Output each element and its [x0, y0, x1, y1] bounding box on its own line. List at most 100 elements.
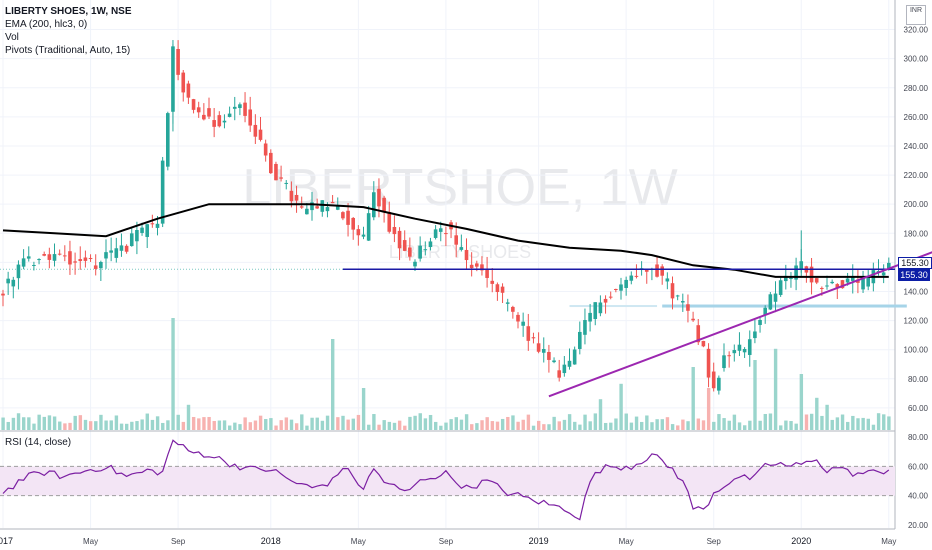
watermark-symbol: LIBERTSHOE, 1W [242, 159, 677, 217]
volume-bar [552, 416, 556, 430]
candle-body [866, 277, 870, 287]
volume-bar [228, 425, 232, 430]
volume-bar [325, 415, 330, 430]
candle-body [6, 278, 10, 284]
candle-body [655, 264, 659, 277]
candle-body [531, 337, 536, 339]
volume-bar [94, 421, 98, 430]
volume-bar [253, 420, 258, 430]
volume-bar [861, 417, 865, 430]
volume-bar [835, 417, 840, 430]
candle-body [361, 234, 366, 237]
candle-body [387, 211, 392, 232]
candle-body [598, 302, 603, 314]
currency-badge[interactable]: INR [906, 5, 926, 25]
candle-body [243, 102, 247, 116]
volume-bar [32, 423, 36, 430]
volume-bar [815, 397, 819, 430]
candle-body [861, 277, 865, 290]
volume-bar [284, 417, 289, 430]
candle-body [562, 364, 567, 374]
candle-body [63, 255, 67, 257]
candle-body [722, 355, 726, 369]
time-axis-label: May [351, 537, 366, 546]
volume-bar [155, 416, 160, 430]
candle-body [37, 259, 41, 261]
candle-body [784, 275, 788, 282]
volume-bar [866, 418, 870, 430]
volume-bar [809, 413, 814, 430]
candle-body [717, 377, 721, 391]
volume-bar [428, 414, 433, 430]
volume-bar [238, 424, 242, 430]
volume-bar [758, 420, 762, 430]
candle-body [454, 235, 458, 245]
volume-bar [701, 420, 706, 430]
volume-bar [650, 422, 654, 430]
candle-body [408, 247, 412, 257]
candle-body [732, 350, 737, 354]
candle-body [845, 278, 850, 283]
volume-bar [387, 421, 392, 430]
candle-body [258, 129, 263, 140]
candle-body [614, 289, 618, 291]
volume-bar [114, 415, 119, 430]
candle-body [541, 348, 546, 353]
volume-bar [547, 424, 551, 430]
volume-bar [784, 420, 788, 430]
volume-bar [768, 413, 773, 430]
candle-body [315, 206, 319, 209]
candle-body [480, 264, 484, 271]
volume-bar [11, 417, 16, 430]
volume-bar [310, 417, 314, 430]
volume-bar [315, 417, 319, 430]
candle-body [305, 208, 309, 215]
candle-body [850, 276, 855, 281]
volume-bar [732, 414, 737, 430]
candle-body [217, 115, 222, 127]
volume-bar [125, 423, 129, 430]
volume-bar [397, 420, 402, 430]
volume-bar [645, 415, 649, 430]
candle-body [490, 280, 495, 284]
volume-bar [413, 415, 417, 430]
volume-bar [202, 417, 206, 430]
candle-body [222, 120, 227, 123]
currency-badge-label: INR [909, 7, 923, 14]
volume-bar [691, 367, 695, 430]
volume-bar [331, 339, 335, 430]
candle-body [186, 83, 191, 98]
vol-legend: Vol [5, 32, 19, 43]
volume-bar [73, 415, 77, 430]
pivot-line [662, 304, 907, 308]
candle-body [469, 264, 474, 269]
candle-body [629, 275, 634, 281]
volume-bar [444, 422, 448, 430]
volume-bar [274, 425, 278, 430]
candle-body [181, 72, 186, 93]
candle-body [21, 258, 26, 267]
candle-body [47, 254, 52, 260]
volume-bar [727, 420, 731, 430]
candle-body [78, 259, 83, 262]
volume-bar [655, 419, 659, 430]
candle-body [778, 280, 783, 295]
volume-bar [289, 419, 294, 430]
candle-body [119, 245, 124, 251]
candle-body [279, 177, 283, 179]
candle-body [583, 320, 587, 335]
volume-bar [506, 416, 510, 430]
rsi-band [0, 466, 895, 496]
volume-bar [526, 414, 531, 430]
volume-bar [361, 388, 366, 430]
volume-bar [367, 424, 371, 430]
volume-bar [640, 421, 644, 430]
candle-body [269, 152, 273, 174]
volume-bar [542, 424, 546, 430]
volume-bar [562, 419, 567, 430]
legend: LIBERTY SHOES, 1W, NSE EMA (200, hlc3, 0… [5, 5, 132, 57]
ema-200-line [2, 203, 889, 278]
candle-body [825, 285, 829, 287]
